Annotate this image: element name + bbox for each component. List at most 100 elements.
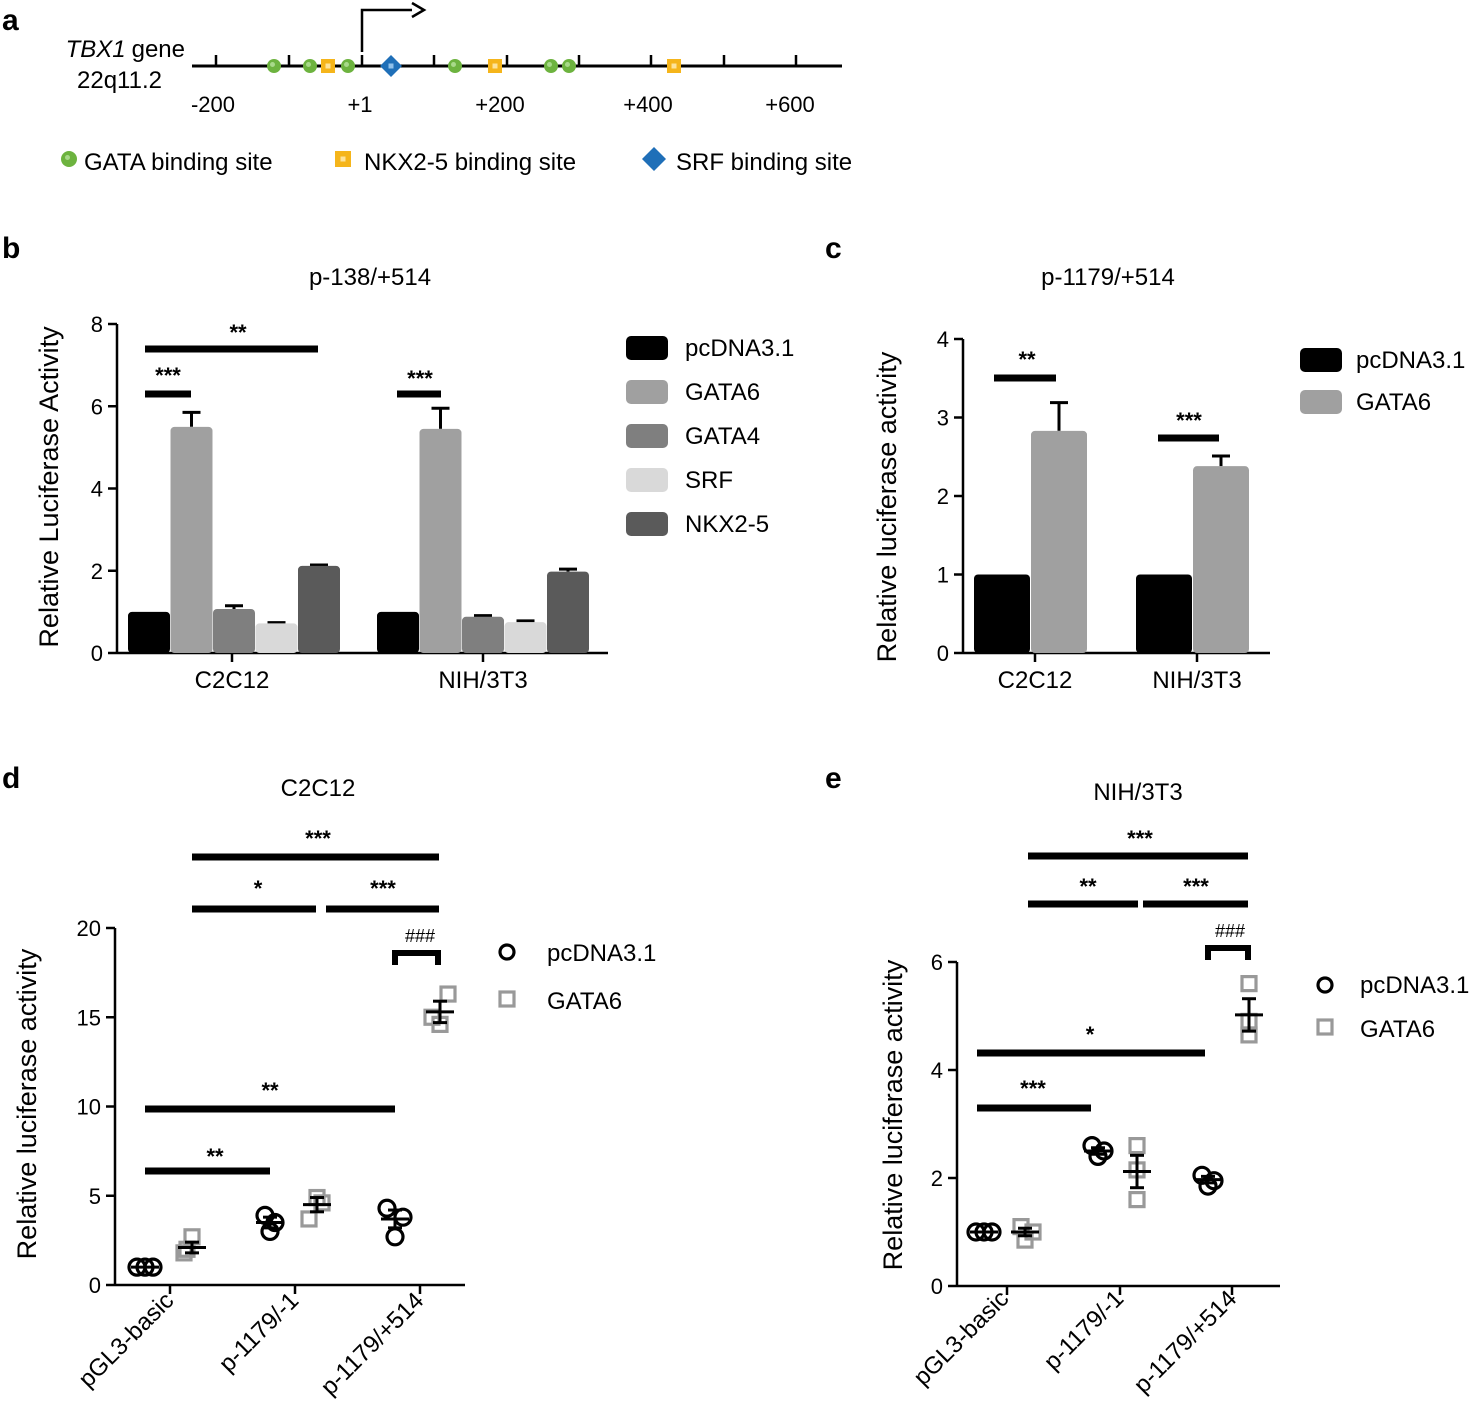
chart-b-sig-c2c12-nkx: ** [229, 320, 247, 345]
nkx-site-highlight [492, 63, 498, 69]
position-label-plus1: +1 [347, 92, 372, 117]
chart-b-ylabel: Relative Luciferase Activity [34, 326, 64, 648]
point-GATA6-p-1179/+514 [1240, 974, 1258, 993]
position-label-plus200: +200 [475, 92, 525, 117]
nkx-site-highlight [325, 63, 331, 69]
panel-c: c p-1179/+514 Relative luciferase activi… [825, 232, 1465, 694]
legend-marker-pcdna-icon [1316, 976, 1334, 994]
chart-e-category-pgl3: pGL3-basic [908, 1285, 1014, 1391]
bar-NKX2-5-NIH/3T3 [547, 571, 589, 653]
bar-GATA4-NIH/3T3 [462, 616, 504, 653]
e-plot-y-tick-label: 2 [931, 1166, 943, 1191]
c-plot-y-tick-label: 2 [937, 484, 949, 509]
legend-label-srf: SRF [685, 467, 733, 494]
tss-arrow-icon [360, 8, 412, 52]
bar-SRF-NIH/3T3 [504, 622, 547, 653]
point-GATA6-p-1179/-1 [313, 1194, 331, 1212]
legend-swatch-srf [626, 468, 668, 492]
point-GATA6-p-1179/+514 [439, 985, 457, 1003]
d-plot-y-tick-label: 10 [77, 1095, 101, 1120]
bar-NKX2-5-C2C12 [298, 565, 340, 653]
chart-e-sig-2: ** [1079, 874, 1097, 899]
legend-label-gata4: GATA4 [685, 423, 760, 450]
legend-swatch-nkx [626, 512, 668, 536]
bar-pcDNA3.1-C2C12 [128, 611, 170, 653]
chart-c-title: p-1179/+514 [1041, 264, 1175, 291]
gata-site-highlight [547, 62, 552, 67]
chart-c-sig-nih: *** [1176, 408, 1202, 433]
srf-site-highlight [388, 63, 394, 69]
chart-b-title: p-138/+514 [309, 264, 431, 291]
gata-site-highlight [270, 62, 275, 67]
bar-GATA6-C2C12 [1031, 430, 1087, 653]
legend-swatch-pcdna [626, 336, 668, 360]
legend-label-pcdna: pcDNA3.1 [1356, 347, 1465, 374]
chart-d-sig-1: *** [305, 826, 331, 851]
panel-label-e: e [825, 762, 842, 795]
bar-SRF-C2C12 [255, 623, 298, 653]
chart-c-sig-c2c12: ** [1018, 347, 1036, 372]
c-plot-y-tick-label: 1 [937, 563, 949, 588]
b-plot-y-tick-label: 0 [91, 641, 103, 666]
chart-b-sig-c2c12-gata6: *** [155, 363, 181, 388]
bar-pcDNA3.1-C2C12 [974, 574, 1030, 653]
binding-sites [267, 55, 681, 77]
legend-srf: SRF binding site [676, 149, 852, 176]
gata-site-highlight [451, 62, 456, 67]
gata-site-highlight [306, 62, 311, 67]
chart-b-category-nih3t3: NIH/3T3 [438, 667, 527, 694]
chart-e-sig-1: *** [1127, 826, 1153, 851]
position-label-plus400: +400 [623, 92, 673, 117]
nkx-site-highlight [671, 63, 677, 69]
legend-swatch-pcdna [1300, 348, 1342, 372]
chart-d-title: C2C12 [281, 775, 356, 802]
point-pcDNA3.1-p-1179/+514 [385, 1227, 405, 1247]
panel-a: a TBX1 gene 22q11.2 -200 +1 +200 +400 +60… [2, 1, 852, 176]
chart-e-category-p1179-1: p-1179/-1 [1039, 1285, 1129, 1375]
gata-site-highlight [344, 62, 349, 67]
panel-e: e NIH/3T3 Relative luciferase activity 0… [825, 762, 1469, 1399]
bar-GATA6-C2C12 [170, 426, 213, 653]
chart-e-title: NIH/3T3 [1093, 779, 1182, 806]
legend-label-pcdna: pcDNA3.1 [685, 335, 794, 362]
chart-e-sig-4: * [1086, 1022, 1095, 1047]
chart-e-sig-5: *** [1020, 1076, 1046, 1101]
bar-GATA4-C2C12 [213, 608, 255, 653]
gene-label: TBX1 gene [66, 36, 185, 63]
d-plot-hash-bracket [392, 950, 441, 965]
point-pcDNA3.1-p-1179/+514 [393, 1207, 413, 1227]
chart-d-category-pgl3: pGL3-basic [73, 1287, 179, 1393]
chart-b-category-c2c12: C2C12 [195, 667, 270, 694]
tss-arrowhead-icon [411, 1, 427, 19]
chart-d-legend: pcDNA3.1 GATA6 [498, 940, 656, 1015]
b-plot-y-tick-label: 6 [91, 394, 103, 419]
chart-b-legend: pcDNA3.1 GATA6 GATA4 SRF NKX2-5 [626, 335, 794, 538]
legend-swatch-gata4 [626, 424, 668, 448]
chart-d-category-p1179-1: p-1179/-1 [214, 1287, 304, 1377]
chart-e-legend: pcDNA3.1 GATA6 [1316, 972, 1469, 1043]
legend-swatch-gata6 [1300, 390, 1342, 414]
chart-c-category-nih3t3: NIH/3T3 [1152, 667, 1241, 694]
e-plot-y-tick-label: 4 [931, 1058, 943, 1083]
chart-d-sig-3: *** [370, 876, 396, 901]
chart-c-category-c2c12: C2C12 [998, 667, 1073, 694]
gene-word: gene [132, 36, 185, 63]
legend-nkx-highlight [340, 156, 346, 162]
d-plot-y-tick-label: 5 [89, 1184, 101, 1209]
c-plot-y-tick-label: 4 [937, 327, 949, 352]
chart-d-sig-2: * [254, 876, 263, 901]
c-plot-y-tick-label: 3 [937, 406, 949, 431]
chart-b-sig-nih-gata6: *** [407, 366, 433, 391]
chart-e-plot: 0 2 4 6 [931, 852, 1280, 1299]
chart-d-sig-5: ** [206, 1144, 224, 1169]
chart-b-plot: 0 2 4 6 8 [91, 312, 608, 666]
gata-site-highlight [565, 62, 570, 67]
chart-e-ylabel: Relative luciferase activity [878, 959, 908, 1270]
legend-marker-gata6-icon [1316, 1018, 1334, 1036]
chart-d-ylabel: Relative luciferase activity [12, 948, 42, 1259]
chart-d-plot: 0 5 10 15 20 [77, 853, 465, 1298]
bar-GATA6-NIH/3T3 [1193, 466, 1249, 653]
legend-srf-icon [642, 147, 666, 171]
point-pcDNA3.1-p-1179/+514 [377, 1198, 397, 1218]
